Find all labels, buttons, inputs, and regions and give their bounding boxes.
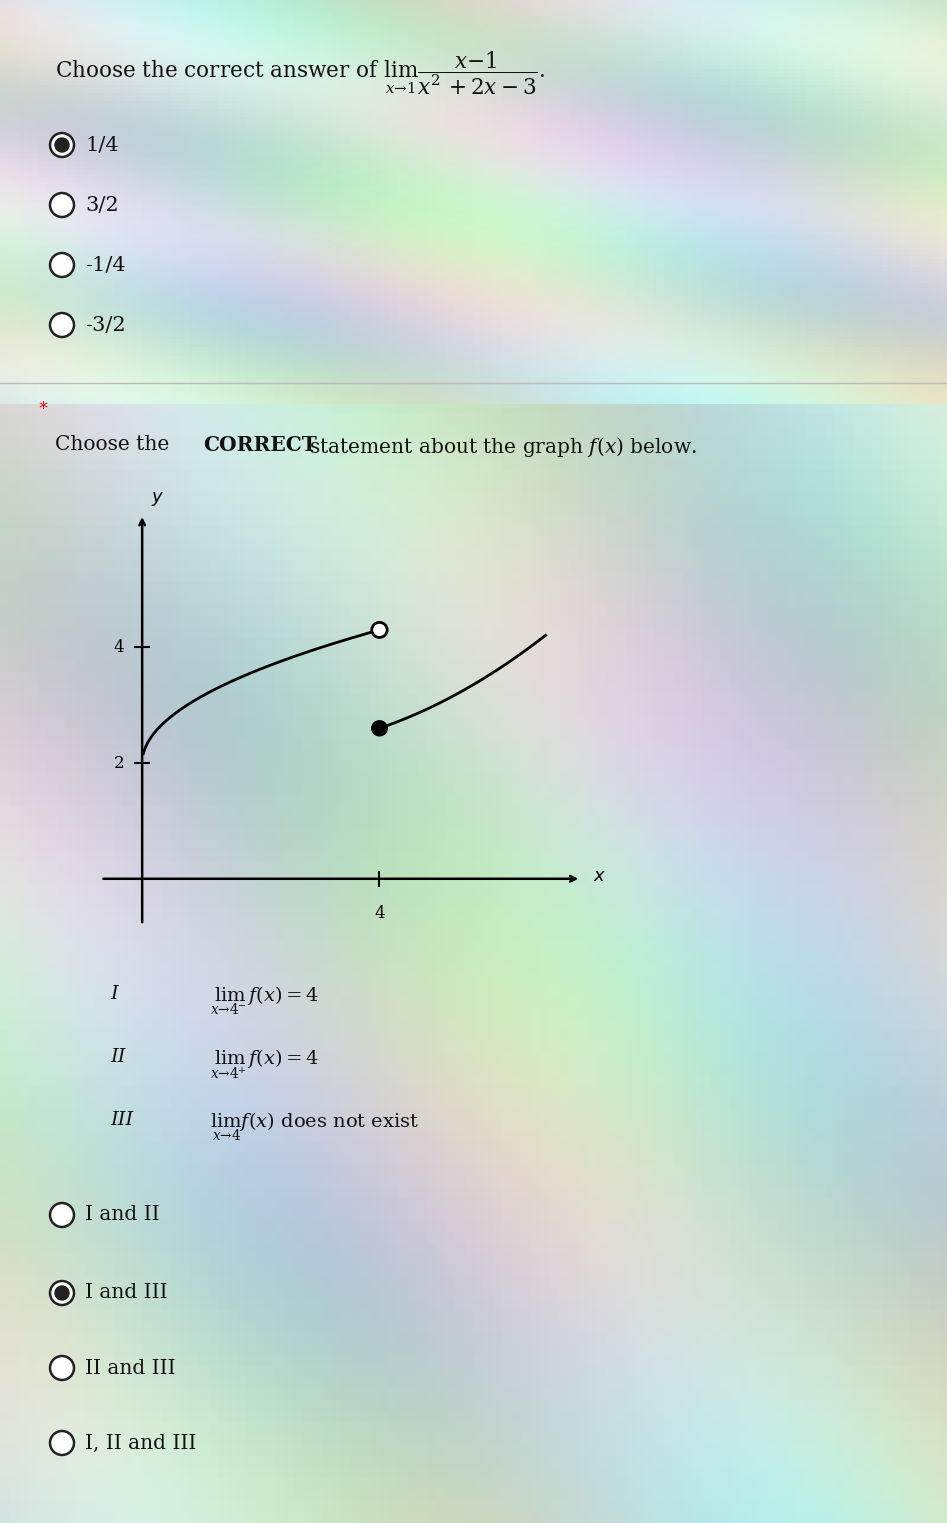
- Text: $\lim_{x\to 4}f(x)$ does not exist: $\lim_{x\to 4}f(x)$ does not exist: [210, 1110, 420, 1144]
- Text: III: III: [110, 1110, 134, 1129]
- Text: 3/2: 3/2: [85, 195, 118, 215]
- Text: -3/2: -3/2: [85, 315, 126, 335]
- Text: $x$: $x$: [593, 867, 606, 885]
- Text: $y$: $y$: [152, 490, 165, 509]
- Circle shape: [50, 133, 74, 157]
- Text: *: *: [38, 401, 47, 417]
- Text: II: II: [110, 1048, 126, 1066]
- Text: 1/4: 1/4: [85, 136, 118, 154]
- Circle shape: [372, 623, 387, 638]
- Text: 4: 4: [374, 905, 384, 921]
- Text: II and III: II and III: [85, 1359, 175, 1377]
- Circle shape: [50, 193, 74, 216]
- Text: I, II and III: I, II and III: [85, 1433, 196, 1453]
- Circle shape: [50, 1281, 74, 1305]
- Circle shape: [50, 314, 74, 337]
- Text: CORRECT: CORRECT: [203, 436, 317, 455]
- Circle shape: [372, 720, 387, 736]
- Circle shape: [50, 253, 74, 277]
- Text: $\lim_{x\to 4^+}f(x)=4$: $\lim_{x\to 4^+}f(x)=4$: [210, 1048, 319, 1081]
- Text: Choose the correct answer of $\lim_{x\to 1}\dfrac{x-1}{x^2+2x-3}$.: Choose the correct answer of $\lim_{x\to…: [55, 50, 545, 97]
- Circle shape: [50, 1203, 74, 1228]
- Text: I and III: I and III: [85, 1284, 168, 1302]
- Circle shape: [55, 1285, 69, 1301]
- Text: $\lim_{x\to 4^-}f(x)=4$: $\lim_{x\to 4^-}f(x)=4$: [210, 985, 319, 1017]
- Text: -1/4: -1/4: [85, 256, 126, 274]
- Text: I: I: [110, 985, 117, 1004]
- Text: statement about the graph $f(x)$ below.: statement about the graph $f(x)$ below.: [303, 436, 697, 458]
- Circle shape: [50, 1355, 74, 1380]
- Circle shape: [50, 1432, 74, 1454]
- Text: I and II: I and II: [85, 1206, 160, 1224]
- Text: Choose the: Choose the: [55, 436, 175, 454]
- Text: 4: 4: [114, 638, 124, 656]
- Circle shape: [55, 139, 69, 152]
- Text: 2: 2: [114, 754, 124, 772]
